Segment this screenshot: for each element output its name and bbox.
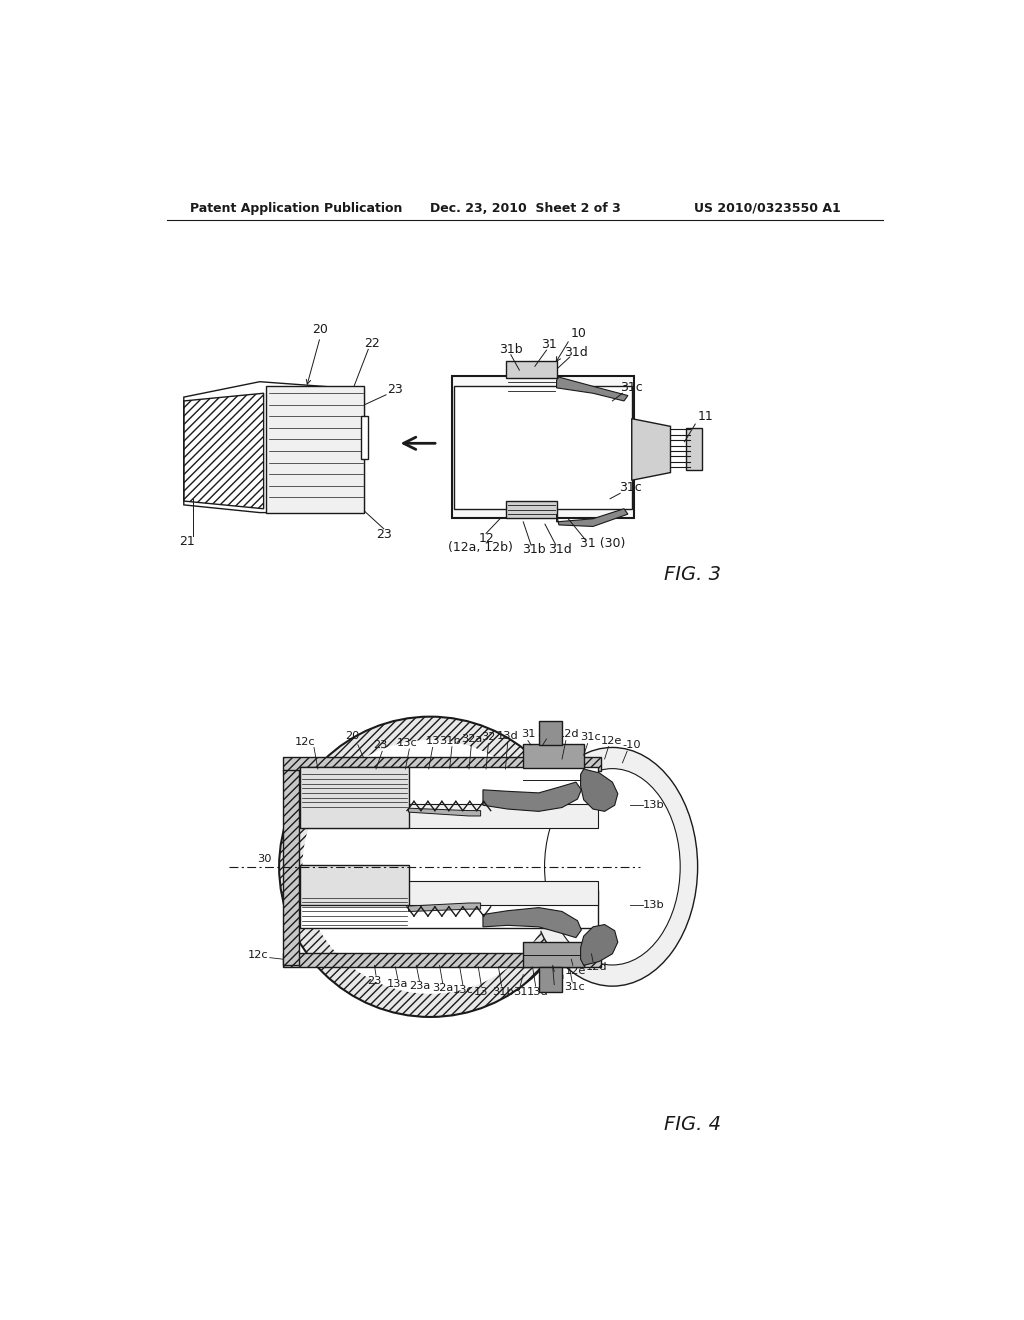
Bar	[300, 804, 598, 829]
Text: 20: 20	[312, 323, 328, 335]
Text: 13: 13	[425, 737, 440, 746]
Polygon shape	[409, 903, 480, 911]
Text: 32: 32	[481, 733, 496, 742]
Bar	[539, 966, 562, 991]
Text: 13b: 13b	[643, 900, 665, 911]
Polygon shape	[632, 418, 671, 480]
Text: 31d: 31d	[549, 543, 572, 556]
Text: 13: 13	[474, 986, 488, 997]
Bar	[283, 953, 601, 966]
Bar	[300, 767, 598, 805]
Text: 31 (30): 31 (30)	[580, 537, 625, 550]
Text: 31b: 31b	[522, 543, 546, 556]
Text: 23: 23	[368, 975, 382, 986]
Text: 31a: 31a	[538, 727, 559, 738]
Text: 12c: 12c	[294, 737, 315, 747]
Text: -10: -10	[623, 741, 641, 750]
Text: 22: 22	[365, 337, 380, 350]
Polygon shape	[581, 924, 617, 965]
Text: 13d: 13d	[526, 986, 548, 997]
Text: 20: 20	[345, 731, 360, 741]
Text: 31c: 31c	[564, 982, 585, 991]
Ellipse shape	[302, 739, 558, 994]
Polygon shape	[409, 808, 480, 816]
Text: 31b: 31b	[493, 986, 514, 997]
Bar	[360, 416, 369, 459]
Text: 13a: 13a	[387, 979, 409, 989]
Text: 31b: 31b	[499, 343, 522, 356]
Polygon shape	[557, 378, 628, 401]
Bar	[452, 375, 634, 517]
Text: 23a: 23a	[409, 981, 430, 991]
Text: Dec. 23, 2010  Sheet 2 of 3: Dec. 23, 2010 Sheet 2 of 3	[430, 202, 621, 215]
Text: 12e: 12e	[564, 966, 586, 975]
Text: 31: 31	[541, 338, 557, 351]
Text: 32a: 32a	[461, 734, 482, 744]
Text: 31c: 31c	[618, 482, 642, 495]
Bar	[300, 890, 598, 928]
Bar	[283, 770, 299, 965]
Bar	[266, 385, 365, 512]
Bar	[300, 866, 409, 906]
Text: (12a, 12b): (12a, 12b)	[449, 541, 513, 554]
Text: 23: 23	[373, 741, 387, 750]
Text: 31a: 31a	[544, 972, 565, 981]
Bar	[300, 880, 598, 906]
Bar	[283, 756, 601, 771]
Ellipse shape	[545, 768, 680, 965]
Bar	[523, 743, 584, 768]
Text: 31b: 31b	[439, 735, 461, 746]
Text: US 2010/0323550 A1: US 2010/0323550 A1	[693, 202, 841, 215]
Text: 13d: 13d	[497, 731, 518, 741]
Text: 31c: 31c	[621, 381, 643, 395]
Polygon shape	[483, 781, 582, 812]
Text: 12d: 12d	[557, 730, 579, 739]
Text: 12e: 12e	[601, 735, 623, 746]
Text: 23: 23	[376, 528, 391, 541]
Polygon shape	[183, 381, 365, 512]
Bar	[523, 942, 584, 966]
Text: 31: 31	[520, 730, 536, 739]
Ellipse shape	[527, 747, 697, 986]
Text: FIG. 4: FIG. 4	[664, 1115, 721, 1134]
Text: 30: 30	[257, 854, 271, 865]
Polygon shape	[483, 908, 582, 937]
Bar	[506, 502, 557, 517]
Text: 31d: 31d	[564, 346, 588, 359]
Text: 31c: 31c	[581, 733, 601, 742]
Text: 11: 11	[697, 409, 714, 422]
Text: 10: 10	[571, 327, 587, 341]
Text: 13c: 13c	[396, 738, 418, 748]
Text: 12: 12	[478, 532, 494, 545]
Bar	[454, 385, 632, 508]
Text: 32a: 32a	[432, 983, 454, 994]
Text: 23: 23	[387, 383, 403, 396]
Bar	[300, 767, 409, 829]
Bar	[539, 721, 562, 744]
Polygon shape	[557, 508, 628, 527]
Text: 13b: 13b	[643, 800, 665, 810]
Text: 32: 32	[549, 985, 563, 995]
Text: 31: 31	[513, 986, 527, 997]
Text: 13c: 13c	[453, 985, 473, 995]
Text: 12d: 12d	[586, 962, 607, 972]
Bar	[686, 428, 701, 470]
Text: Patent Application Publication: Patent Application Publication	[190, 202, 402, 215]
Text: 12c: 12c	[248, 950, 268, 961]
Polygon shape	[581, 770, 617, 812]
Text: FIG. 3: FIG. 3	[664, 565, 721, 583]
Ellipse shape	[280, 717, 582, 1016]
Bar	[506, 360, 557, 378]
Text: 21: 21	[179, 535, 195, 548]
